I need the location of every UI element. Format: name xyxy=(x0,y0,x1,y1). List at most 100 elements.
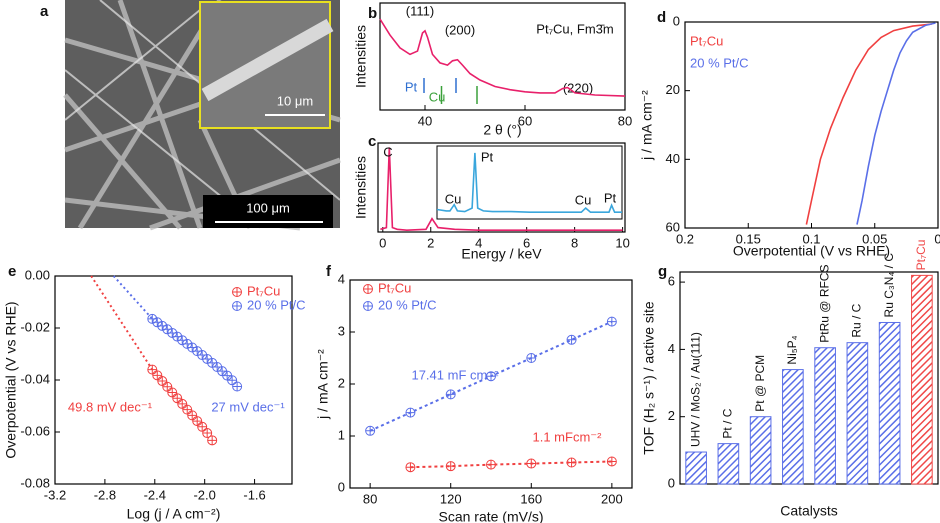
x-tick-label: 0 xyxy=(379,235,386,250)
annotation: (111) xyxy=(406,3,434,18)
data-point xyxy=(173,394,182,403)
data-point xyxy=(233,382,242,391)
x-tick-label: 10 xyxy=(615,235,629,250)
y-tick-label: 4 xyxy=(338,271,345,286)
inset-scale-label: 10 μm xyxy=(277,93,313,108)
x-axis-label: Energy / keV xyxy=(461,246,542,262)
x-tick-label: 40 xyxy=(418,113,432,128)
category-label: Pt / C xyxy=(721,408,735,438)
y-tick-label: -0.02 xyxy=(20,319,50,334)
bar xyxy=(847,343,868,484)
y-tick-label: 0.00 xyxy=(25,267,50,282)
x-axis-label: Scan rate (mV/s) xyxy=(438,509,543,523)
y-axis-label: TOF (H₂ s⁻¹) / active site xyxy=(641,301,657,455)
x-axis-label: 2 θ (°) xyxy=(483,122,521,138)
data-line xyxy=(857,23,936,225)
data-point xyxy=(158,377,167,386)
legend-marker xyxy=(233,288,242,297)
bar xyxy=(686,452,707,484)
y-tick-label: -0.08 xyxy=(20,475,50,490)
y-axis-label: j / mA cm⁻² xyxy=(639,90,655,161)
panel-label: b xyxy=(368,5,377,22)
data-point xyxy=(223,371,232,380)
data-point xyxy=(188,411,197,420)
annotation: (200) xyxy=(445,22,475,37)
annotation: 17.41 mF cm⁻² xyxy=(411,367,499,382)
data-point xyxy=(198,422,207,431)
y-axis-label: Intensities xyxy=(353,156,369,219)
panel-label: f xyxy=(326,263,332,280)
fit-line xyxy=(114,276,153,319)
annotation: 1.1 mFcm⁻² xyxy=(533,429,603,444)
scale-label: 100 μm xyxy=(246,200,290,215)
data-point xyxy=(607,457,616,466)
data-point xyxy=(487,372,496,381)
x-tick-label: 160 xyxy=(520,491,542,506)
y-tick-label: 2 xyxy=(338,375,345,390)
data-point xyxy=(183,405,192,414)
data-point xyxy=(446,390,455,399)
panel-label: d xyxy=(657,9,666,26)
figure: 10 μm 100 μm ab4060802 θ (°)Intensities(… xyxy=(0,0,940,523)
bar xyxy=(912,275,933,484)
data-point xyxy=(366,426,375,435)
category-label: Pt₇Cu xyxy=(914,240,928,271)
data-point xyxy=(148,365,157,374)
panel-label: c xyxy=(368,133,376,150)
y-tick-label: 0 xyxy=(673,13,680,28)
inset-frame xyxy=(437,146,622,219)
y-tick-label: 0 xyxy=(668,475,675,490)
annotation: C xyxy=(383,144,392,159)
y-tick-label: 1 xyxy=(338,427,345,442)
annotation: Pt xyxy=(481,149,494,164)
data-point xyxy=(446,462,455,471)
category-label: PtRu @ RFCS xyxy=(817,265,831,343)
annotation: Cu xyxy=(575,192,592,207)
x-tick-label: -2.4 xyxy=(144,487,166,502)
data-point xyxy=(168,388,177,397)
y-axis-label: Intensities xyxy=(353,25,369,88)
x-tick-label: 80 xyxy=(363,491,377,506)
x-axis-label: Log (j / A cm⁻²) xyxy=(127,506,221,522)
x-tick-label: 80 xyxy=(618,113,632,128)
data-point xyxy=(208,436,217,445)
annotation: Pt₇Cu, Fm3̄m xyxy=(536,21,613,36)
y-tick-label: -0.04 xyxy=(20,371,50,386)
y-tick-label: 4 xyxy=(668,341,675,356)
y-tick-label: 20 xyxy=(666,82,680,97)
bar xyxy=(879,322,900,484)
legend-label: 20 % Pt/C xyxy=(690,55,749,70)
bar xyxy=(718,444,739,484)
page: {"chart_data": [ {"type": "image", "pane… xyxy=(0,0,940,523)
legend-marker xyxy=(233,302,242,311)
annotation: 27 mV dec⁻¹ xyxy=(211,399,285,414)
data-line xyxy=(806,24,931,225)
y-tick-label: 3 xyxy=(338,323,345,338)
data-point xyxy=(527,459,536,468)
legend-marker xyxy=(364,302,373,311)
data-point xyxy=(153,371,162,380)
bar xyxy=(783,370,804,484)
data-point xyxy=(406,463,415,472)
legend-label: 20 % Pt/C xyxy=(247,297,306,312)
category-label: Ru C₃N₄ / C xyxy=(882,253,896,318)
fit-line xyxy=(91,276,152,370)
legend-label: 20 % Pt/C xyxy=(378,297,437,312)
legend-label: Pt₇Cu xyxy=(247,283,280,298)
data-point xyxy=(163,382,172,391)
category-label: Ru / C xyxy=(850,303,864,337)
annotation: Pt xyxy=(604,190,617,205)
data-point xyxy=(567,458,576,467)
y-tick-label: 2 xyxy=(668,408,675,423)
x-tick-label: 200 xyxy=(601,491,623,506)
x-tick-label: 2 xyxy=(427,235,434,250)
x-tick-label: 120 xyxy=(440,491,462,506)
sem-image: 10 μm 100 μm xyxy=(65,0,340,228)
x-tick-label: -2.8 xyxy=(94,487,116,502)
y-tick-label: 40 xyxy=(666,151,680,166)
data-point xyxy=(228,376,237,385)
y-tick-label: 0 xyxy=(338,479,345,494)
category-label: Ni₅P₄ xyxy=(785,335,799,364)
